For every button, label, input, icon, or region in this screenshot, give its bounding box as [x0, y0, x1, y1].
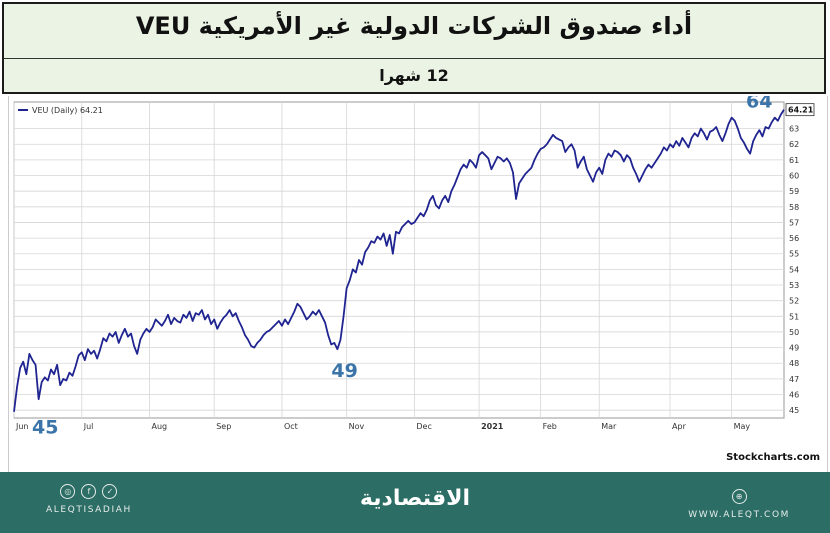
- x-tick-label: Mar: [601, 422, 617, 431]
- header-divider: [4, 58, 824, 59]
- y-tick-label: 53: [789, 281, 799, 290]
- x-tick-label: Jul: [83, 422, 94, 431]
- y-tick-label: 51: [789, 312, 799, 321]
- plot-area: [13, 101, 785, 419]
- globe-icon: ⊕: [731, 489, 747, 504]
- x-tick-label: Sep: [216, 422, 231, 431]
- y-tick-label: 55: [789, 250, 799, 259]
- y-tick-label: 59: [789, 187, 799, 196]
- y-tick-label: 47: [789, 375, 799, 384]
- y-tick-label: 52: [789, 297, 799, 306]
- facebook-icon[interactable]: f: [81, 484, 97, 499]
- chart-area: 45 46 47 48 49 50 51 52 53 54 55 56 57 58 59 60 61 62 63 Ju…: [8, 96, 828, 472]
- y-tick-label: 56: [789, 234, 799, 243]
- chart-subtitle: 12 شهرا: [379, 66, 449, 85]
- instagram-icon[interactable]: ◎: [60, 484, 76, 499]
- website-block: ⊕ WWW.ALEQT.COM: [688, 484, 790, 520]
- x-tick-label: Dec: [416, 422, 431, 431]
- x-tick-label: Apr: [672, 422, 687, 431]
- x-tick-label: 2021: [481, 422, 504, 431]
- social-block: ◎ f ✓ ALEQTISADIAH: [46, 484, 132, 515]
- line-chart: 45 46 47 48 49 50 51 52 53 54 55 56 57 58 59 60 61 62 63 Ju…: [13, 96, 815, 439]
- y-tick-label: 63: [789, 125, 799, 134]
- legend-label: VEU (Daily) 64.21: [32, 106, 103, 115]
- footer-bar: ◎ f ✓ ALEQTISADIAH الاقتصادية ⊕ WWW.ALEQ…: [0, 472, 830, 533]
- y-tick-label: 60: [789, 172, 799, 181]
- chart-header: أداء صندوق الشركات الدولية غير الأمريكية…: [2, 2, 826, 94]
- y-tick-label: 61: [789, 156, 799, 165]
- x-tick-label: Feb: [543, 422, 557, 431]
- chart-title: أداء صندوق الشركات الدولية غير الأمريكية…: [135, 12, 693, 40]
- brand-logo: الاقتصادية: [359, 486, 471, 511]
- y-tick-label: 57: [789, 218, 799, 227]
- y-tick-label: 62: [789, 140, 799, 149]
- last-value-label: 64.21: [788, 106, 814, 115]
- value-annotation: 64: [746, 96, 772, 113]
- last-value-box: [785, 103, 815, 117]
- x-tick-label: May: [734, 422, 751, 431]
- y-tick-label: 48: [789, 359, 799, 368]
- value-annotation: 45: [32, 417, 58, 439]
- website-url[interactable]: WWW.ALEQT.COM: [688, 510, 790, 520]
- social-handle: ALEQTISADIAH: [46, 505, 132, 515]
- x-tick-label: Aug: [152, 422, 168, 431]
- value-annotation: 49: [331, 360, 357, 382]
- y-tick-label: 54: [789, 265, 799, 274]
- y-tick-label: 49: [789, 344, 799, 353]
- y-tick-label: 46: [789, 391, 799, 400]
- source-credit: Stockcharts.com: [726, 452, 820, 463]
- y-tick-label: 50: [789, 328, 799, 337]
- price-line: [13, 109, 785, 412]
- y-tick-label: 45: [789, 406, 799, 415]
- y-tick-label: 58: [789, 203, 799, 212]
- x-tick-label: Nov: [349, 422, 365, 431]
- x-tick-label: Oct: [284, 422, 298, 431]
- twitter-icon[interactable]: ✓: [102, 484, 118, 499]
- x-tick-label: Jun: [15, 422, 29, 431]
